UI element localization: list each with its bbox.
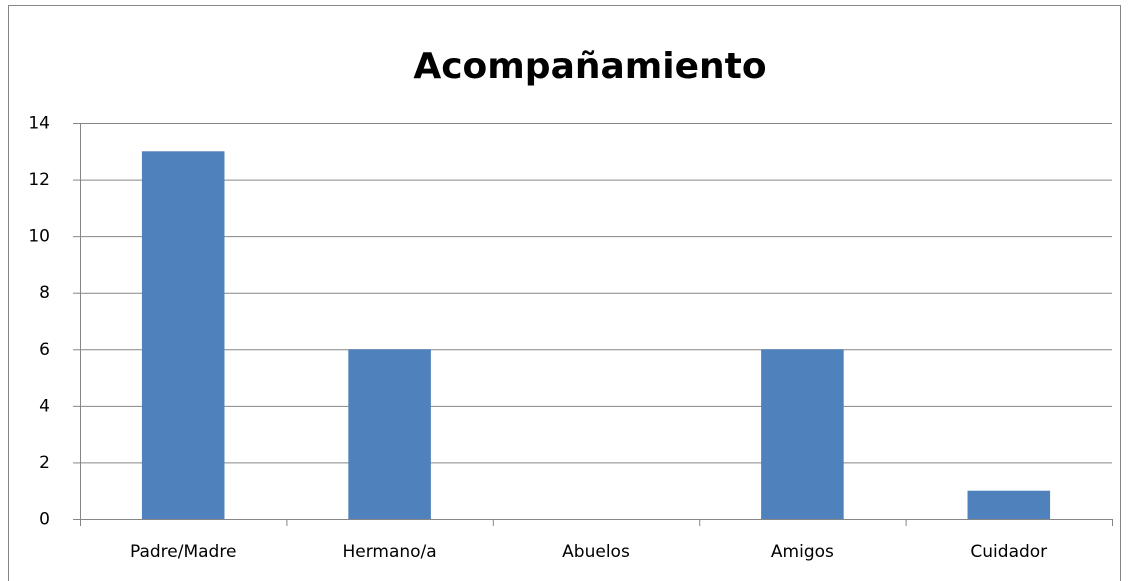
y-tick-label: 0 bbox=[39, 510, 50, 530]
bar bbox=[967, 490, 1051, 519]
x-tick-label: Amigos bbox=[771, 542, 834, 562]
y-tick-label: 2 bbox=[39, 453, 50, 473]
bar bbox=[761, 349, 844, 519]
x-tick-label: Cuidador bbox=[970, 542, 1047, 562]
x-tick-label: Hermano/a bbox=[342, 542, 436, 562]
y-tick-label: 4 bbox=[39, 396, 50, 416]
x-tick-label: Padre/Madre bbox=[130, 542, 236, 562]
bar bbox=[348, 349, 431, 519]
x-tick-label: Abuelos bbox=[562, 542, 630, 562]
y-tick-label: 14 bbox=[28, 114, 50, 134]
y-tick-label: 8 bbox=[39, 283, 50, 303]
chart-title: Acompañamiento bbox=[413, 46, 766, 87]
y-tick-label: 10 bbox=[28, 227, 50, 247]
y-tick-label: 12 bbox=[28, 170, 50, 190]
bar bbox=[141, 151, 225, 520]
y-tick-label: 6 bbox=[39, 340, 50, 360]
